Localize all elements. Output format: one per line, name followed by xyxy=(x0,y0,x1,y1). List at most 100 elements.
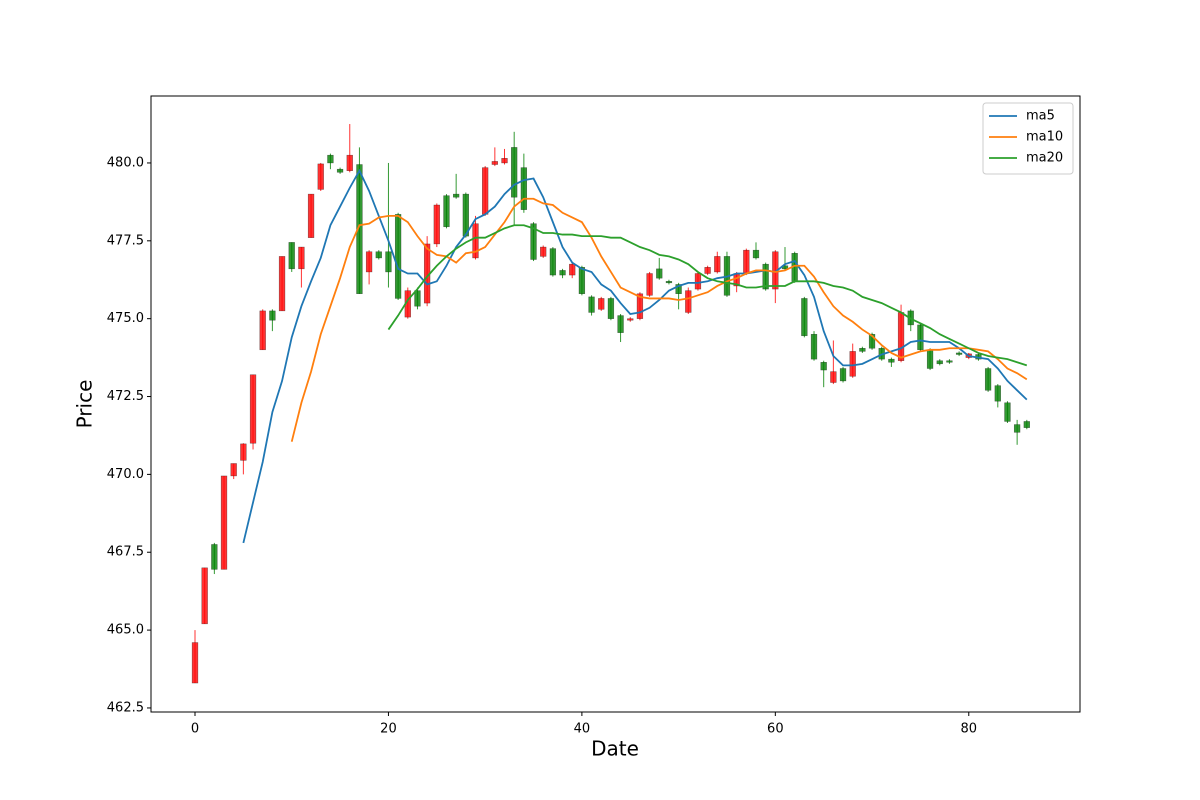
candle-body xyxy=(414,290,421,307)
legend-label: ma5 xyxy=(1026,109,1055,124)
candle-body xyxy=(743,249,750,274)
candle-body xyxy=(1013,424,1021,433)
legend-label: ma20 xyxy=(1026,151,1063,166)
candle-body xyxy=(762,263,769,290)
candle-body xyxy=(897,312,905,361)
y-tick-label: 470.0 xyxy=(107,467,144,482)
candle-body xyxy=(849,351,856,377)
candle-body xyxy=(472,223,479,259)
candle-body xyxy=(365,251,373,273)
candle-body xyxy=(385,251,392,273)
candle-body xyxy=(269,310,276,321)
candle-body xyxy=(646,273,653,296)
candle-body xyxy=(201,567,208,625)
candle-body xyxy=(462,193,469,237)
candle-body xyxy=(704,267,711,274)
y-tick-label: 477.5 xyxy=(107,233,144,248)
candle-body xyxy=(336,168,344,173)
candle-body xyxy=(288,242,295,270)
y-tick-label: 475.0 xyxy=(107,311,144,326)
candle-body xyxy=(307,193,315,238)
candle-body xyxy=(994,385,1001,402)
candle-body xyxy=(588,296,595,313)
candle-body xyxy=(859,348,866,352)
candle-body xyxy=(491,161,498,165)
candle-body xyxy=(433,204,440,245)
candle-body xyxy=(1004,402,1011,422)
candle-body xyxy=(327,154,334,164)
candle-body xyxy=(839,368,847,382)
candle-body xyxy=(694,273,702,290)
candle-body xyxy=(917,324,924,351)
candle-body xyxy=(220,475,228,570)
candle-body xyxy=(569,263,576,276)
candle-body xyxy=(810,333,818,360)
candle-body xyxy=(868,333,876,349)
y-tick-label: 465.0 xyxy=(107,623,144,638)
legend-box xyxy=(982,102,1074,175)
candle-body xyxy=(656,268,663,279)
candle-body xyxy=(191,642,199,684)
candle-body xyxy=(240,443,247,461)
candle-body xyxy=(675,284,682,295)
candle-body xyxy=(317,163,324,190)
candle-body xyxy=(714,256,721,273)
legend-label: ma10 xyxy=(1026,130,1063,145)
candle-body xyxy=(888,358,895,363)
x-tick-label: 60 xyxy=(767,722,784,737)
candle-body xyxy=(1023,421,1030,428)
candle-body xyxy=(356,164,363,295)
candle-body xyxy=(501,158,508,164)
candle-body xyxy=(830,371,837,383)
candle-body xyxy=(230,463,237,477)
candle-body xyxy=(443,195,450,228)
x-tick-label: 40 xyxy=(574,722,591,737)
candle-body xyxy=(598,298,605,310)
candle-body xyxy=(801,298,808,337)
candle-body xyxy=(752,249,760,259)
y-tick-label: 472.5 xyxy=(107,389,144,404)
candle-body xyxy=(578,267,586,295)
candle-body xyxy=(549,248,557,276)
candle-body xyxy=(394,214,402,299)
candle-body xyxy=(636,293,644,319)
candle-body xyxy=(346,154,353,171)
plot-frame xyxy=(150,95,1081,713)
candle-body xyxy=(607,298,615,319)
candle-body xyxy=(617,315,624,333)
candle-body xyxy=(530,223,537,260)
candle-body xyxy=(946,360,953,363)
x-tick-label: 20 xyxy=(380,722,397,737)
ma-line xyxy=(290,197,1028,442)
candle-body xyxy=(926,349,934,369)
candle-body xyxy=(482,167,489,215)
ma-line xyxy=(242,168,1028,544)
candle-body xyxy=(820,362,827,371)
candle-body xyxy=(453,193,460,198)
candle-body xyxy=(259,310,266,351)
candle-body xyxy=(559,270,566,276)
legend: ma5 ma10 ma20 xyxy=(982,102,1074,175)
candle-body xyxy=(520,167,528,210)
x-tick-label: 80 xyxy=(960,722,977,737)
y-tick-label: 467.5 xyxy=(107,545,144,560)
candle-body xyxy=(249,374,257,444)
ma-line xyxy=(387,224,1028,367)
candle-body xyxy=(665,281,673,284)
y-tick-label: 462.5 xyxy=(107,700,144,715)
candle-body xyxy=(511,147,518,198)
candle-body xyxy=(278,256,286,312)
candle-body xyxy=(211,544,218,570)
candle-body xyxy=(627,318,634,321)
candle-body xyxy=(298,246,305,270)
candle-body xyxy=(540,246,547,257)
candle-body xyxy=(375,251,382,259)
candle-body xyxy=(685,290,692,313)
candle-body xyxy=(936,360,943,365)
x-tick-label: 0 xyxy=(191,722,199,737)
x-axis-label: Date xyxy=(591,737,639,761)
candle-body xyxy=(955,352,963,355)
candle-body xyxy=(984,368,992,391)
